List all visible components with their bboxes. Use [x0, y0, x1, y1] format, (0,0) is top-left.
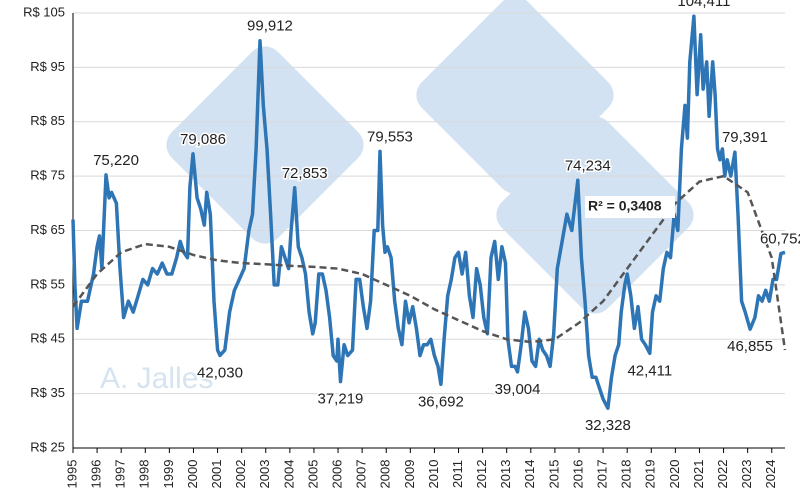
- x-tick-label: 1998: [137, 460, 152, 489]
- x-tick-label: 2000: [185, 460, 200, 489]
- watermark-text: A. Jalles: [100, 362, 213, 395]
- x-tick-label: 2002: [233, 460, 248, 489]
- x-tick-label: 2017: [595, 460, 610, 489]
- data-label: 39,004: [495, 381, 541, 398]
- data-label: 79,553: [367, 128, 413, 145]
- trend-line: [71, 174, 787, 351]
- y-tick-label: R$ 75: [30, 168, 65, 183]
- data-label: 79,086: [180, 131, 226, 148]
- x-tick-label: 2010: [426, 460, 441, 489]
- data-label: 37,219: [318, 391, 364, 408]
- x-tick-label: 1996: [89, 460, 104, 489]
- x-tick-label: 2019: [643, 460, 658, 489]
- x-tick-label: 2005: [305, 460, 320, 489]
- r2-label: R² = 0,3408: [588, 198, 662, 214]
- x-tick-label: 2020: [667, 460, 682, 489]
- x-tick-label: 2022: [715, 460, 730, 489]
- x-tick-label: 2023: [739, 460, 754, 489]
- y-tick-label: R$ 85: [30, 113, 65, 128]
- y-tick-label: R$ 35: [30, 385, 65, 400]
- x-tick-label: 2004: [281, 460, 296, 489]
- y-tick-label: R$ 95: [30, 59, 65, 74]
- x-tick-label: 2011: [450, 460, 465, 488]
- y-tick-label: R$ 25: [30, 439, 65, 454]
- data-label: 32,328: [585, 417, 631, 434]
- x-tick-label: 2003: [257, 460, 272, 489]
- y-tick-label: R$ 65: [30, 222, 65, 237]
- x-tick-label: 2009: [402, 460, 417, 489]
- y-tick-label: R$ 45: [30, 331, 65, 346]
- data-label: 75,220: [93, 152, 139, 169]
- data-label: 74,234: [565, 157, 611, 174]
- logo-watermark: [166, 0, 694, 314]
- x-tick-label: 2013: [498, 460, 513, 489]
- data-label: 104,411: [677, 0, 730, 10]
- x-tick-label: 2015: [546, 460, 561, 489]
- data-label: 99,912: [247, 18, 293, 35]
- x-tick-label: 2016: [570, 460, 585, 489]
- x-tick-label: 2021: [691, 460, 706, 489]
- r2-box: [585, 196, 675, 218]
- x-tick-label: 2012: [474, 460, 489, 489]
- x-tick-label: 1999: [161, 460, 176, 489]
- x-tick-label: 2007: [354, 460, 369, 489]
- data-label: 36,692: [418, 393, 464, 410]
- x-tick-label: 1997: [113, 460, 128, 489]
- data-label: 60,752: [760, 231, 800, 248]
- y-tick-label: R$ 55: [30, 276, 65, 291]
- x-tick-label: 1995: [64, 460, 79, 489]
- x-tick-label: 2024: [763, 460, 778, 489]
- x-tick-label: 2008: [378, 460, 393, 489]
- x-tick-label: 2014: [522, 460, 537, 489]
- x-tick-label: 2018: [619, 460, 634, 489]
- y-tick-label: R$ 105: [23, 4, 65, 19]
- data-label: 72,853: [282, 165, 328, 182]
- data-label: 79,391: [722, 129, 768, 146]
- data-label: 42,030: [197, 364, 243, 381]
- x-tick-label: 2006: [329, 460, 344, 489]
- data-label: 42,411: [627, 362, 672, 379]
- x-tick-label: 2001: [209, 460, 224, 489]
- data-label: 46,855: [727, 338, 773, 355]
